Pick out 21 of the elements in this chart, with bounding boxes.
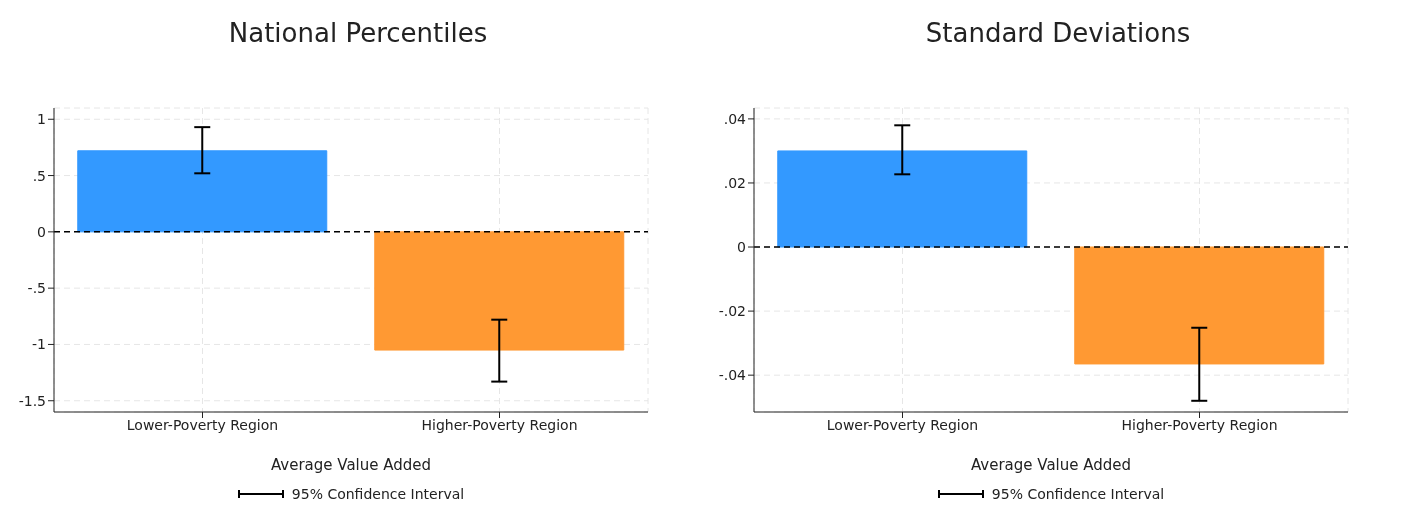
y-tick-label: .04 bbox=[723, 110, 747, 127]
y-tick-label: -1 bbox=[32, 336, 46, 353]
text: 95% Confidence Interval bbox=[291, 486, 465, 502]
x-axis-title: Average Value Added bbox=[969, 456, 1133, 474]
x-tick-label: Higher-Poverty Region bbox=[421, 416, 578, 433]
y-tick-label: .02 bbox=[723, 174, 746, 191]
y-tick-label: 0 bbox=[737, 239, 746, 255]
chart-title: National Percentiles bbox=[227, 18, 489, 48]
chart-title: Standard Deviations bbox=[924, 18, 1192, 48]
y-tick-label: -1.5 bbox=[18, 392, 46, 409]
x-tick-label: Lower-Poverty Region bbox=[826, 416, 979, 433]
y-tick-label: -.04 bbox=[718, 367, 747, 384]
y-tick-label: 0 bbox=[37, 223, 46, 240]
y-tick-label: -.02 bbox=[718, 303, 746, 320]
y-tick-label: -.5 bbox=[27, 280, 46, 297]
x-axis-title: Average Value Added bbox=[269, 456, 433, 474]
x-tick-label: Lower-Poverty Region bbox=[126, 416, 279, 433]
text: 95% Confidence Interval bbox=[991, 486, 1165, 502]
x-tick-label: Higher-Poverty Region bbox=[1121, 416, 1278, 433]
y-tick-label: .5 bbox=[32, 167, 46, 184]
y-tick-label: 1 bbox=[37, 111, 46, 128]
